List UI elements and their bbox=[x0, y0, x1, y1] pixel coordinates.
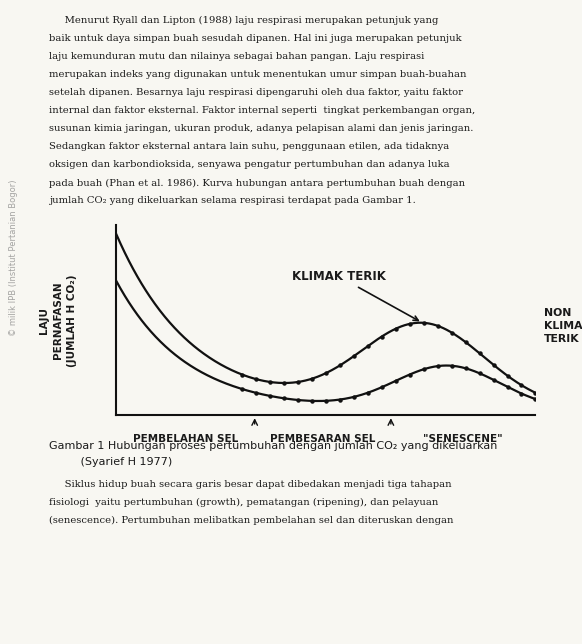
Text: internal dan faktor eksternal. Faktor internal seperti  tingkat perkembangan org: internal dan faktor eksternal. Faktor in… bbox=[49, 106, 475, 115]
Text: Gambar 1 Hubungan proses pertumbuhan dengan jumlah CO₂ yang dikeluarkan: Gambar 1 Hubungan proses pertumbuhan den… bbox=[49, 441, 498, 451]
Text: KLIMAK TERIK: KLIMAK TERIK bbox=[292, 270, 418, 321]
Text: oksigen dan karbondioksida, senyawa pengatur pertumbuhan dan adanya luka: oksigen dan karbondioksida, senyawa peng… bbox=[49, 160, 450, 169]
Text: susunan kimia jaringan, ukuran produk, adanya pelapisan alami dan jenis jaringan: susunan kimia jaringan, ukuran produk, a… bbox=[49, 124, 474, 133]
Text: setelah dipanen. Besarnya laju respirasi dipengaruhi oleh dua faktor, yaitu fakt: setelah dipanen. Besarnya laju respirasi… bbox=[49, 88, 463, 97]
Text: LAJU
PERNAFASAN
(JUMLAH H CO₂): LAJU PERNAFASAN (JUMLAH H CO₂) bbox=[39, 274, 77, 366]
Text: PEMBELAHAN SEL: PEMBELAHAN SEL bbox=[133, 435, 238, 444]
Text: merupakan indeks yang digunakan untuk menentukan umur simpan buah-buahan: merupakan indeks yang digunakan untuk me… bbox=[49, 70, 467, 79]
Text: Sedangkan faktor eksternal antara lain suhu, penggunaan etilen, ada tidaknya: Sedangkan faktor eksternal antara lain s… bbox=[49, 142, 450, 151]
Text: laju kemunduran mutu dan nilainya sebagai bahan pangan. Laju respirasi: laju kemunduran mutu dan nilainya sebaga… bbox=[49, 52, 425, 61]
Text: fisiologi  yaitu pertumbuhan (growth), pematangan (ripening), dan pelayuan: fisiologi yaitu pertumbuhan (growth), pe… bbox=[49, 498, 439, 507]
Text: pada buah (Phan et al. 1986). Kurva hubungan antara pertumbuhan buah dengan: pada buah (Phan et al. 1986). Kurva hubu… bbox=[49, 178, 466, 187]
Text: jumlah CO₂ yang dikeluarkan selama respirasi terdapat pada Gambar 1.: jumlah CO₂ yang dikeluarkan selama respi… bbox=[49, 196, 416, 205]
Text: Siklus hidup buah secara garis besar dapat dibedakan menjadi tiga tahapan: Siklus hidup buah secara garis besar dap… bbox=[49, 480, 452, 489]
Text: baik untuk daya simpan buah sesudah dipanen. Hal ini juga merupakan petunjuk: baik untuk daya simpan buah sesudah dipa… bbox=[49, 34, 462, 43]
Text: PEMBESARAN SEL: PEMBESARAN SEL bbox=[270, 435, 375, 444]
Text: (Syarief H 1977): (Syarief H 1977) bbox=[49, 457, 173, 468]
Text: (senescence). Pertumbuhan melibatkan pembelahan sel dan diteruskan dengan: (senescence). Pertumbuhan melibatkan pem… bbox=[49, 516, 454, 525]
Text: "SENESCENE": "SENESCENE" bbox=[423, 435, 503, 444]
Text: Menurut Ryall dan Lipton (1988) laju respirasi merupakan petunjuk yang: Menurut Ryall dan Lipton (1988) laju res… bbox=[49, 16, 439, 25]
Text: © milik IPB (Institut Pertanian Bogor): © milik IPB (Institut Pertanian Bogor) bbox=[9, 179, 17, 336]
Text: NON
KLIMAK
TERIK: NON KLIMAK TERIK bbox=[544, 308, 582, 344]
